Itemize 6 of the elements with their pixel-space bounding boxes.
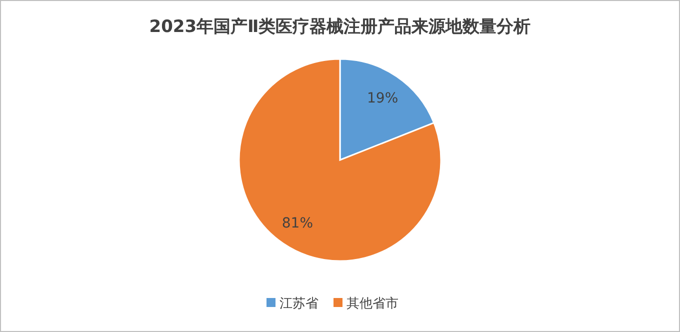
legend-label: 江苏省 bbox=[280, 296, 318, 312]
legend-label: 其他省市 bbox=[346, 296, 398, 312]
pie-slice bbox=[238, 58, 442, 262]
data-label: 19% bbox=[367, 90, 398, 106]
chart-title: 2023年国产Ⅱ类医疗器械注册产品来源地数量分析 bbox=[149, 17, 531, 37]
data-label: 81% bbox=[282, 216, 313, 232]
